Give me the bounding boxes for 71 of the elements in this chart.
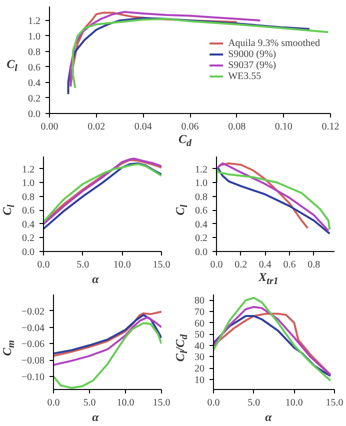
y-tick-label: 0.8 <box>28 46 40 58</box>
text: C$_{d}$ <box>178 132 192 150</box>
y-tick-label: 0.4 <box>22 219 34 230</box>
x-axis-title: α <box>265 410 272 424</box>
y-tick-label: 1.0 <box>195 178 208 190</box>
x-tick-label: 0.06 <box>181 122 199 132</box>
x-tick-label: 0.0 <box>47 398 60 408</box>
x-tick-label: 15.0 <box>152 260 170 270</box>
x-tick-label: 0.02 <box>88 122 106 132</box>
text: C$_{l}$ <box>6 56 18 74</box>
y-tick-label: 0.4 <box>28 78 40 89</box>
x-tick-label: 0.8 <box>308 260 320 270</box>
y-tick-label: 0.8 <box>22 192 34 203</box>
x-tick-label: 10.0 <box>116 398 134 408</box>
y-tick-label: 80 <box>194 296 204 307</box>
x-tick-label: 0.04 <box>134 122 152 132</box>
y-tick-label: 0.6 <box>22 206 34 217</box>
legend-label: Aquila 9.3% smoothed <box>228 38 320 48</box>
y-tick-label: −0.08 <box>21 356 44 367</box>
x-tick-label: 0.0 <box>210 260 223 270</box>
y-tick-label: 0.2 <box>195 233 208 244</box>
legend-label: S9037 (9%) <box>228 60 276 70</box>
x-tick-label: 10.0 <box>113 260 131 270</box>
x-tick-label: 0.2 <box>234 260 248 270</box>
x-tick-label: 0.12 <box>322 122 340 132</box>
x-tick-label: 5.0 <box>76 260 90 270</box>
y-tick-label: −0.10 <box>21 372 44 383</box>
x-axis-title: α <box>92 410 99 424</box>
y-tick-label: 60 <box>194 318 204 330</box>
x-tick-label: 5.0 <box>248 398 260 408</box>
line-series <box>54 316 162 366</box>
y-tick-label: −0.04 <box>21 322 44 334</box>
x-axis-title: α <box>92 272 99 286</box>
legend-label: S9000 (9%) <box>228 48 276 60</box>
y-tick-label: 0.0 <box>195 247 208 258</box>
y-tick-label: 0.0 <box>22 247 34 258</box>
y-tick-label: 1.2 <box>22 164 34 176</box>
x-tick-label: 0.10 <box>274 122 292 132</box>
text: X$_{tr1}$ <box>258 270 278 288</box>
x-tick-label: 0.00 <box>40 122 58 132</box>
x-tick-label: 10.0 <box>285 398 303 408</box>
y-tick-label: 30 <box>194 352 204 364</box>
y-tick-label: −0.06 <box>21 339 44 350</box>
y-tick-label: 20 <box>194 364 204 375</box>
y-tick-label: 0.2 <box>28 93 40 104</box>
y-tick-label: 50 <box>194 330 204 341</box>
y-tick-label: 0.2 <box>22 233 34 244</box>
y-tick-label: 70 <box>194 306 204 318</box>
x-tick-label: 0.0 <box>207 398 220 408</box>
x-tick-label: 0.6 <box>283 260 296 270</box>
line-series <box>72 18 330 89</box>
y-tick-label: 0.0 <box>28 109 40 120</box>
y-tick-label: 0.6 <box>195 206 208 217</box>
y-tick-label: 1.2 <box>195 164 208 176</box>
y-tick-label: −0.02 <box>21 306 44 318</box>
y-tick-label: 1.0 <box>22 178 34 190</box>
legend-label: WE3.55 <box>228 70 262 82</box>
x-tick-label: 15.0 <box>326 398 344 408</box>
x-tick-label: 0.08 <box>228 122 246 132</box>
line-series <box>218 162 309 230</box>
x-tick-label: 5.0 <box>83 398 96 408</box>
y-tick-label: 0.4 <box>195 219 208 230</box>
line-series <box>214 296 332 382</box>
x-tick-label: 0.4 <box>258 260 272 270</box>
y-tick-label: 1.2 <box>28 16 40 27</box>
y-tick-label: 40 <box>194 340 204 352</box>
y-tick-label: 0.6 <box>28 62 40 74</box>
y-tick-label: 1.0 <box>28 31 40 42</box>
x-tick-label: 15.0 <box>152 398 170 408</box>
y-tick-label: 0.8 <box>195 192 208 203</box>
y-tick-label: 10 <box>194 374 204 386</box>
